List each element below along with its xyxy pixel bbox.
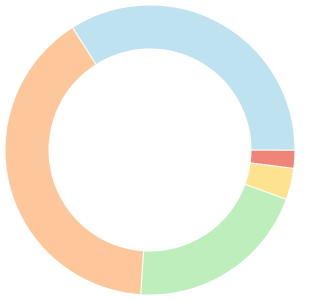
donut-segment <box>4 26 145 296</box>
donut-segment <box>71 4 296 151</box>
chart <box>4 4 296 296</box>
donut-segment <box>140 183 287 296</box>
